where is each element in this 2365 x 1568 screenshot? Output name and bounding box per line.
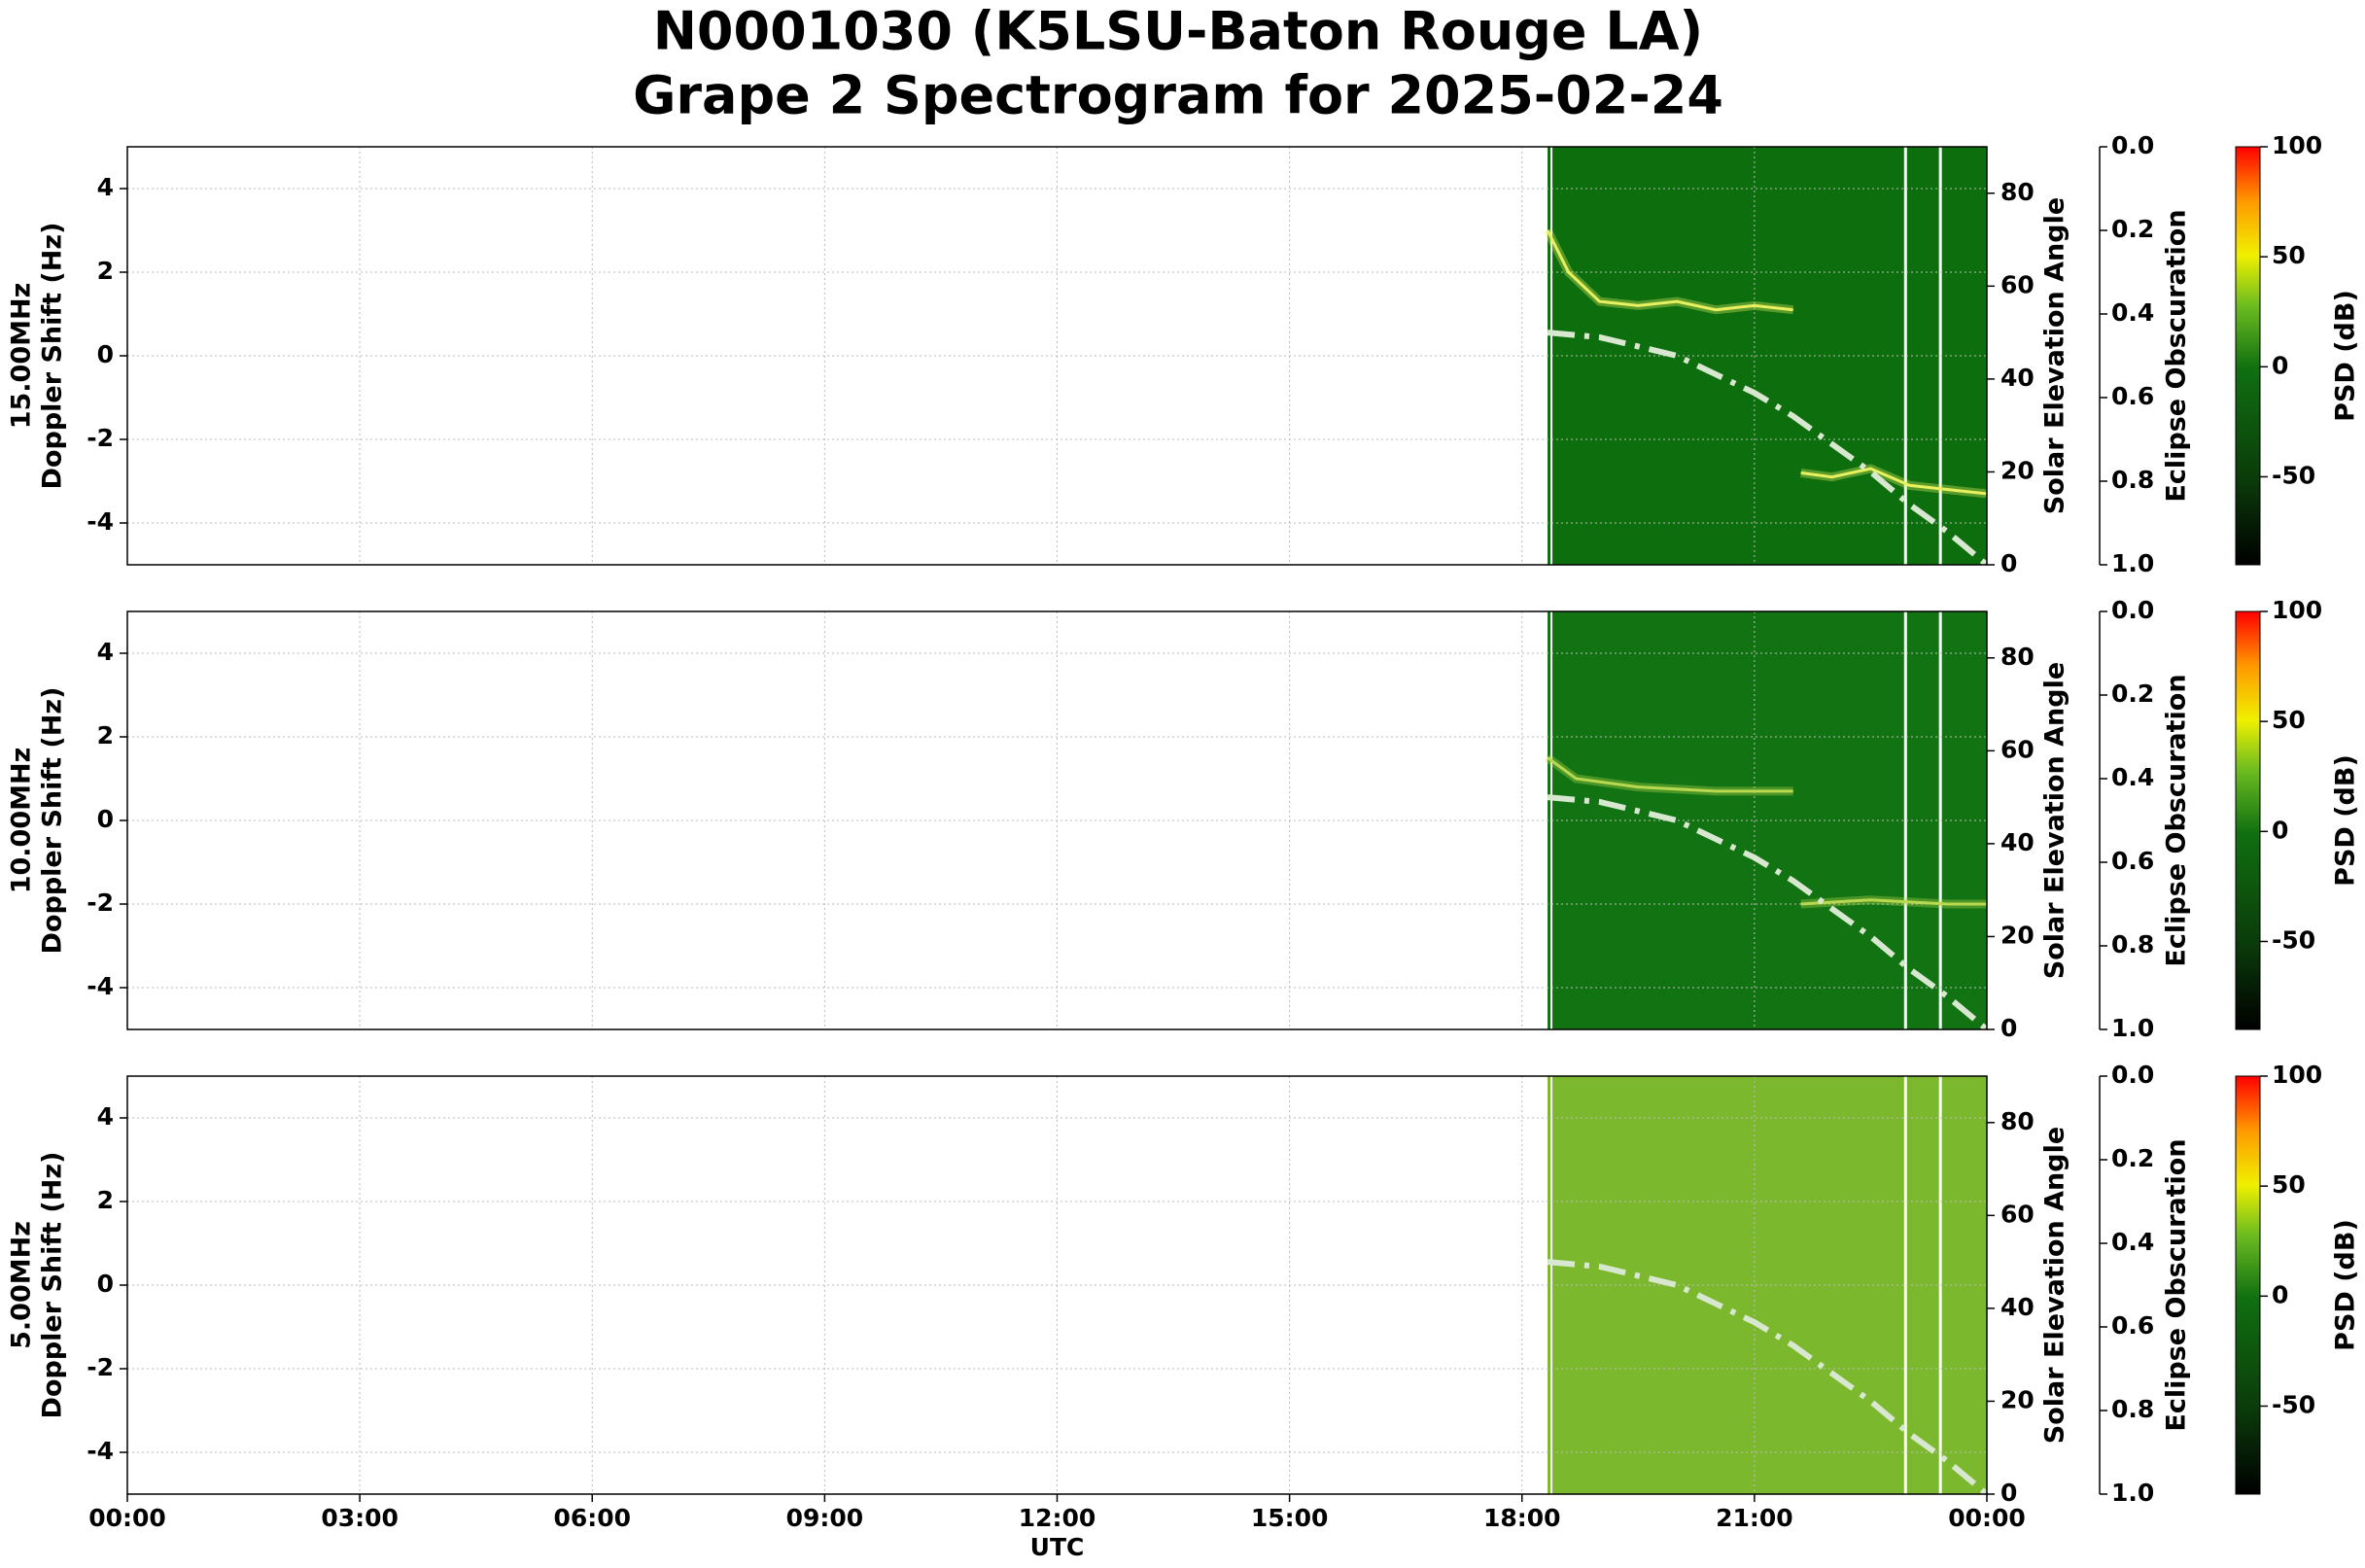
colorbar-label: PSD (dB) — [2331, 1219, 2361, 1351]
y2-tick-label: 20 — [2000, 921, 2035, 949]
colorbar — [2235, 1075, 2261, 1495]
colorbar-tick-label: 50 — [2272, 241, 2306, 269]
y2-axis-label: Solar Elevation Angle — [2040, 662, 2070, 979]
colorbar-tick-label: 0 — [2272, 816, 2288, 844]
y3-tick-label: 0.8 — [2111, 930, 2154, 958]
y3-tick-label: 0.8 — [2111, 1395, 2154, 1423]
y2-tick-label: 80 — [2000, 178, 2035, 206]
y3-tick-label: 0.2 — [2111, 679, 2154, 708]
x-tick-label: 18:00 — [1483, 1504, 1561, 1532]
y-tick-label: 4 — [97, 1102, 114, 1131]
doppler-trace — [1546, 229, 1988, 496]
x-tick-label: 15:00 — [1251, 1504, 1329, 1532]
y-tick-label: -4 — [87, 507, 114, 536]
y3-tick-label: 1.0 — [2111, 1479, 2154, 1507]
y-tick-label: -2 — [87, 889, 114, 917]
y2-tick-label: 60 — [2000, 1200, 2035, 1228]
y3-axis-label: Eclipse Obscuration — [2162, 1138, 2192, 1431]
y-axis-label: 15.00MHz — [7, 283, 37, 430]
y3-tick-label: 0.4 — [2111, 1228, 2154, 1256]
y-tick-label: 0 — [97, 340, 114, 368]
x-tick-label: 12:00 — [1019, 1504, 1096, 1532]
y3-tick-label: 1.0 — [2111, 1014, 2154, 1042]
solar-elevation-line — [1547, 794, 1989, 1032]
colorbar-label: PSD (dB) — [2331, 290, 2361, 422]
colorbar-tick-label: 100 — [2272, 131, 2322, 159]
colorbar-tick-label: 100 — [2272, 1061, 2322, 1089]
y-axis-label: Doppler Shift (Hz) — [38, 1152, 68, 1419]
y-tick-label: 4 — [97, 638, 114, 666]
colorbar-tick-label: -50 — [2272, 925, 2315, 954]
y-tick-label: -2 — [87, 1353, 114, 1381]
y3-tick-label: 0.2 — [2111, 1144, 2154, 1172]
colorbar-tick-label: 50 — [2272, 1170, 2306, 1199]
y3-tick-label: 0.0 — [2111, 1061, 2154, 1089]
x-tick-label: 06:00 — [553, 1504, 631, 1532]
y-tick-label: -2 — [87, 424, 114, 452]
chart-title: Grape 2 Spectrogram for 2025-02-24 — [633, 65, 1723, 126]
y2-tick-label: 40 — [2000, 828, 2035, 856]
y-tick-label: 4 — [97, 173, 114, 201]
colorbar-tick-label: 0 — [2272, 351, 2288, 379]
y-tick-label: -4 — [87, 972, 114, 1000]
y3-tick-label: 0.4 — [2111, 298, 2154, 327]
y2-tick-label: 0 — [2000, 549, 2017, 577]
y2-tick-label: 20 — [2000, 1385, 2035, 1413]
x-tick-label: 21:00 — [1716, 1504, 1793, 1532]
y2-tick-label: 60 — [2000, 270, 2035, 298]
solar-elevation-line — [1547, 330, 1989, 568]
y3-axis-label: Eclipse Obscuration — [2162, 674, 2192, 966]
y-tick-label: 2 — [97, 1186, 114, 1214]
x-tick-label: 00:00 — [88, 1504, 166, 1532]
colorbar-tick-label: 0 — [2272, 1280, 2288, 1308]
y3-tick-label: 0.0 — [2111, 596, 2154, 624]
y2-tick-label: 80 — [2000, 643, 2035, 671]
y3-tick-label: 0.4 — [2111, 763, 2154, 791]
y2-tick-label: 40 — [2000, 1293, 2035, 1321]
y2-axis-label: Solar Elevation Angle — [2040, 1127, 2070, 1444]
colorbar-tick-label: -50 — [2272, 1390, 2315, 1418]
colorbar-tick-label: -50 — [2272, 461, 2315, 489]
y-tick-label: 2 — [97, 257, 114, 285]
x-tick-label: 03:00 — [321, 1504, 399, 1532]
y2-tick-label: 80 — [2000, 1107, 2035, 1135]
y-axis-label: 10.00MHz — [7, 748, 37, 894]
y-axis-label: 5.00MHz — [7, 1221, 37, 1349]
y3-tick-label: 0.2 — [2111, 215, 2154, 243]
y-tick-label: 0 — [97, 805, 114, 833]
colorbar-tick-label: 50 — [2272, 706, 2306, 734]
colorbar-tick-label: 100 — [2272, 596, 2322, 624]
x-tick-label: 00:00 — [1948, 1504, 2026, 1532]
y3-tick-label: 0.6 — [2111, 847, 2154, 875]
y2-tick-label: 20 — [2000, 456, 2035, 484]
y2-tick-label: 60 — [2000, 735, 2035, 763]
chart-title: N0001030 (K5LSU-Baton Rouge LA) — [653, 1, 1704, 62]
x-tick-label: 09:00 — [786, 1504, 864, 1532]
y2-tick-label: 40 — [2000, 364, 2035, 392]
y-tick-label: 0 — [97, 1270, 114, 1298]
x-axis-label: UTC — [1030, 1533, 1085, 1561]
y-tick-label: 2 — [97, 721, 114, 749]
y3-tick-label: 1.0 — [2111, 549, 2154, 577]
y2-tick-label: 0 — [2000, 1014, 2017, 1042]
y3-tick-label: 0.6 — [2111, 1311, 2154, 1340]
y-axis-label: Doppler Shift (Hz) — [38, 223, 68, 490]
doppler-trace — [1547, 756, 1987, 906]
y-tick-label: -4 — [87, 1437, 114, 1465]
y3-tick-label: 0.8 — [2111, 466, 2154, 494]
y3-tick-label: 0.6 — [2111, 382, 2154, 410]
y3-tick-label: 0.0 — [2111, 131, 2154, 159]
y3-axis-label: Eclipse Obscuration — [2162, 209, 2192, 502]
y2-tick-label: 0 — [2000, 1479, 2017, 1507]
colorbar-label: PSD (dB) — [2331, 754, 2361, 887]
colorbar — [2235, 610, 2261, 1030]
y-axis-label: Doppler Shift (Hz) — [38, 687, 68, 955]
y2-axis-label: Solar Elevation Angle — [2040, 197, 2070, 514]
solar-elevation-line — [1547, 1259, 1989, 1497]
colorbar — [2235, 146, 2261, 566]
